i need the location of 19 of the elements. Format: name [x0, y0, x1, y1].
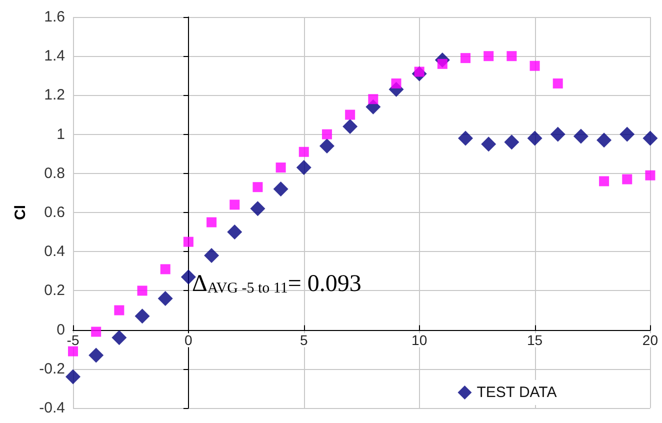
y-axis-title: Cl — [12, 205, 29, 220]
x-tick-label: 10 — [412, 332, 428, 348]
x-tick-label: 0 — [184, 332, 193, 348]
y-tick-label: -0.2 — [39, 360, 65, 378]
x-tick-label: -5 — [66, 332, 80, 348]
x-tick-label: 5 — [300, 332, 308, 348]
y-tick-label: 0.6 — [44, 204, 65, 221]
y-tick-label: 1.4 — [44, 48, 65, 65]
annotation: ΔAVG -5 to 11= 0.093 — [192, 271, 362, 297]
y-tick-label: 0.8 — [44, 164, 65, 182]
x-tick-label: 20 — [642, 332, 658, 348]
y-tick-label: 1 — [56, 126, 65, 143]
y-tick-label: -0.4 — [39, 400, 65, 416]
y-tick-label: 0.4 — [44, 243, 65, 260]
y-tick-label: 1.2 — [44, 86, 65, 104]
x-tick-label: 15 — [526, 332, 543, 348]
legend-label: TEST DATA — [476, 384, 557, 401]
y-tick-label: 0.2 — [44, 282, 65, 300]
y-tick-label: 1.6 — [44, 8, 65, 26]
